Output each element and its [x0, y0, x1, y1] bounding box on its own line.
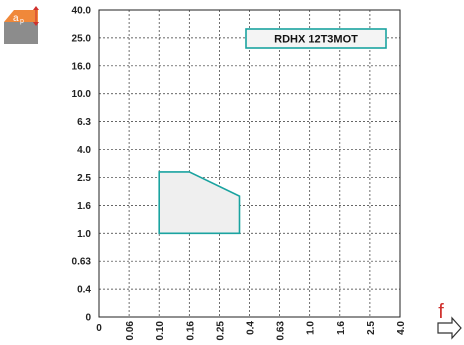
- y-tick-label: 0: [85, 313, 91, 324]
- legend-label: RDHX 12T3MOT: [274, 34, 358, 46]
- x-tick-label: 0.06: [125, 321, 136, 341]
- y-tick-label: 6.3: [77, 117, 91, 128]
- x-tick-label: 0.63: [276, 321, 287, 341]
- x-tick-label: 4.0: [396, 321, 407, 335]
- plot-frame: [98, 9, 401, 318]
- x-axis-label: f: [438, 301, 444, 323]
- y-tick-label: 10.0: [72, 89, 92, 100]
- series-area: [158, 171, 241, 235]
- legend: RDHX 12T3MOT: [245, 28, 387, 49]
- ap-sub: p: [20, 18, 24, 25]
- y-tick-label: 1.0: [77, 229, 91, 240]
- cutting-depth-icon: a p: [4, 6, 39, 44]
- x-tick-label: 0: [96, 323, 102, 334]
- grid: [99, 10, 400, 317]
- y-tick-label: 0.4: [77, 285, 91, 296]
- y-tick-label: 16.0: [72, 61, 92, 72]
- x-tick-label: 0.25: [215, 321, 226, 341]
- y-tick-labels: 40.0 25.0 16.0 10.0 6.3 4.0 2.5 1.6 1.0 0.63 0.4 0: [72, 6, 92, 324]
- y-tick-label: 4.0: [77, 145, 91, 156]
- y-tick-label: 1.6: [77, 201, 91, 212]
- x-tick-label: 0.4: [246, 321, 257, 335]
- series-layer: [158, 171, 241, 235]
- x-tick-label: 0.10: [155, 321, 166, 341]
- x-tick-label: 1.0: [306, 321, 317, 335]
- x-tick-label: 1.6: [336, 321, 347, 335]
- ap-label: a: [13, 13, 19, 24]
- feed-direction-arrow-icon: f: [437, 301, 462, 340]
- x-tick-label: 2.5: [366, 321, 377, 335]
- y-tick-label: 40.0: [72, 6, 92, 17]
- y-tick-label: 2.5: [77, 173, 91, 184]
- y-tick-label: 0.63: [72, 257, 92, 268]
- legend-box: [245, 28, 387, 49]
- y-tick-label: 25.0: [72, 33, 92, 44]
- x-tick-label: 0.16: [185, 321, 196, 341]
- axes: [98, 9, 401, 318]
- x-tick-labels: 0 0.06 0.10 0.16 0.25 0.4 0.63 1.0 1.6 2.5 4.0: [96, 321, 407, 341]
